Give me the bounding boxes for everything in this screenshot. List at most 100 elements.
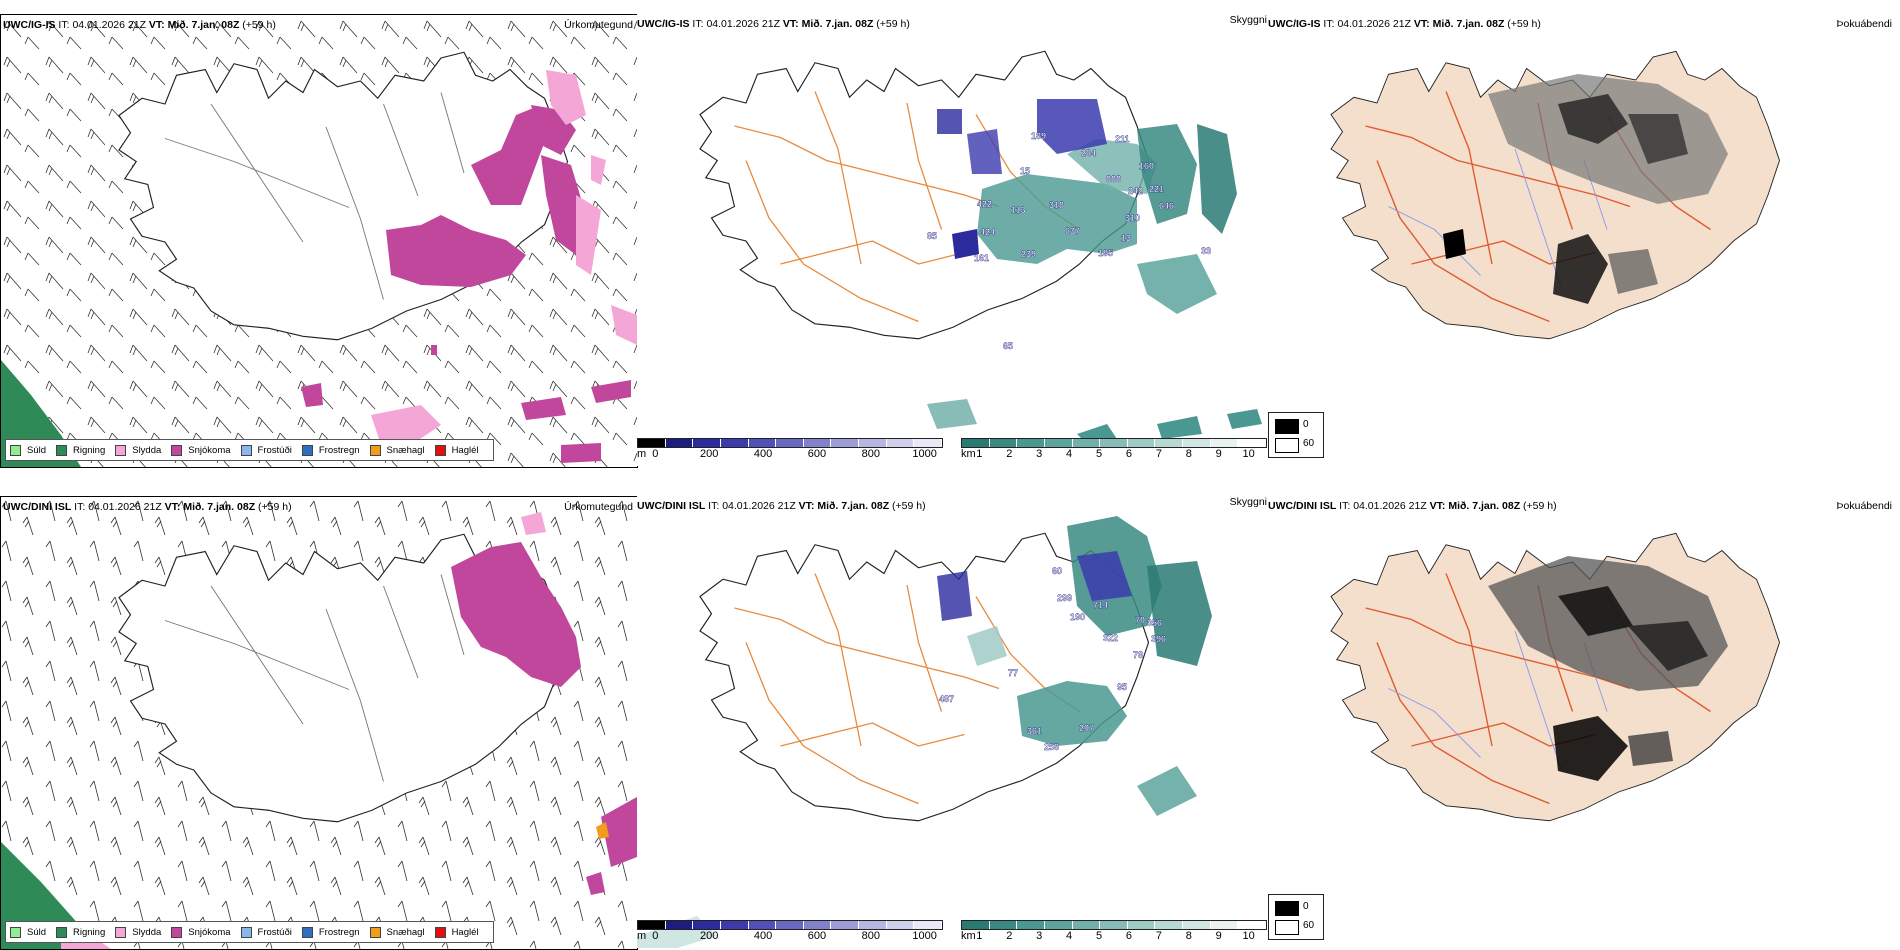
precip-legend-swatch bbox=[434, 444, 446, 456]
precip-legend-item: Frostregn bbox=[301, 926, 360, 938]
colorbar-segment bbox=[914, 439, 943, 447]
it-label: IT: bbox=[708, 500, 720, 512]
cloud-height-label: 714 bbox=[1093, 600, 1108, 610]
cloud-height-label: 161 bbox=[974, 253, 989, 263]
precip-legend-label: Frostúði bbox=[257, 926, 292, 938]
colorbar-tick: 1 bbox=[976, 930, 983, 942]
panel-type-title: Þokuábendi bbox=[1836, 500, 1892, 512]
colorbar-tick: 400 bbox=[753, 448, 773, 460]
panel-header: UWC/IG-IS IT: 04.01.2026 21Z VT: Mið. 7.… bbox=[1268, 18, 1541, 30]
model-name: UWC/DINI ISL bbox=[1268, 500, 1337, 512]
lead-time: (+59 h) bbox=[1507, 18, 1541, 30]
colorbar-segment bbox=[1210, 921, 1239, 929]
fog-label-low: 0 bbox=[1303, 901, 1309, 912]
precip-legend-label: Rigning bbox=[73, 444, 106, 456]
fog-swatch-low bbox=[1275, 901, 1299, 916]
colorbar-tick: 200 bbox=[700, 930, 719, 942]
cloud-base-panel-row1: 189 264 211 160 15 888 242 221 646 422 113 318 310 42… bbox=[637, 14, 1267, 466]
cloud-height-label: 221 bbox=[1149, 184, 1164, 194]
precip-legend-swatch bbox=[301, 444, 313, 456]
fog-map-row1 bbox=[1330, 50, 1781, 340]
cloud-height-label: 258 bbox=[1044, 742, 1059, 752]
colorbar-segment bbox=[1238, 439, 1267, 447]
colorbar-tick: 3 bbox=[1036, 930, 1043, 942]
precip-legend-row1: Súld Rigning Slydda Snjókoma Frostúði Frostre… bbox=[5, 439, 494, 461]
precip-legend-label: Frostregn bbox=[318, 926, 360, 938]
precip-legend-item: Snjókoma bbox=[171, 444, 231, 456]
precip-legend-label: Snæhagl bbox=[386, 926, 425, 938]
vis-bar bbox=[961, 920, 1267, 930]
precip-legend-label: Snjókoma bbox=[188, 444, 231, 456]
precip-legend-item: Haglél bbox=[434, 926, 479, 938]
precip-legend-label: Frostúði bbox=[257, 444, 292, 456]
cloud-height-label: 190 bbox=[1070, 612, 1085, 622]
precip-legend-swatch bbox=[115, 444, 127, 456]
colorbar-tick: 200 bbox=[700, 448, 719, 460]
precip-type-panel-row1: UWC/IG-IS IT: 04.01.2026 21Z VT: Mið. 7.… bbox=[0, 14, 638, 468]
precip-legend-swatch bbox=[301, 926, 313, 938]
vt-label: VT: bbox=[164, 501, 181, 513]
cloud-height-label: 207 bbox=[1079, 723, 1094, 733]
fog-swatch-low bbox=[1275, 419, 1299, 434]
colorbar-segment bbox=[1072, 921, 1101, 929]
colorbar-segment bbox=[638, 921, 666, 929]
precip-legend-item: Frostúði bbox=[240, 926, 292, 938]
colorbar-segment bbox=[1072, 439, 1101, 447]
colorbar-tick: 7 bbox=[1155, 930, 1162, 942]
precip-legend-label: Snæhagl bbox=[386, 444, 425, 456]
it-label: IT: bbox=[1323, 18, 1335, 30]
panel-type-title: Úrkomutegund bbox=[564, 19, 633, 31]
panel-type-title: Skyggni bbox=[1229, 496, 1267, 508]
panel-header: UWC/DINI ISL IT: 04.01.2026 21Z VT: Mið.… bbox=[3, 501, 292, 513]
precip-legend-swatch bbox=[240, 926, 252, 938]
colorbar-segment bbox=[859, 439, 887, 447]
precip-legend-swatch bbox=[10, 926, 21, 938]
cloud-height-label: 396 bbox=[1151, 634, 1166, 644]
cloud-height-label: 264 bbox=[1081, 148, 1096, 158]
vt-label: VT: bbox=[1413, 18, 1430, 30]
colorbar-segment bbox=[831, 439, 860, 447]
cloud-height-label: 424 bbox=[980, 227, 995, 237]
precip-type-panel-row2: UWC/DINI ISL IT: 04.01.2026 21Z VT: Mið.… bbox=[0, 496, 638, 950]
precip-legend-item: Rigning bbox=[56, 926, 105, 938]
it-label: IT: bbox=[74, 501, 86, 513]
colorbar-tick: 600 bbox=[807, 930, 827, 942]
precip-legend-swatch bbox=[171, 926, 183, 938]
colorbar-segment bbox=[886, 439, 915, 447]
colorbar-segment bbox=[1155, 921, 1184, 929]
cloud-height-label: 487 bbox=[939, 694, 954, 704]
fog-label-high: 60 bbox=[1303, 438, 1315, 449]
fog-legend-row1: 0 60 bbox=[1268, 412, 1324, 458]
cloud-height-label: 356 bbox=[1147, 618, 1162, 628]
vt-label: VT: bbox=[148, 19, 165, 31]
precip-legend-swatch bbox=[56, 444, 68, 456]
it-label: IT: bbox=[58, 19, 70, 31]
colorbar-segment bbox=[1044, 921, 1073, 929]
fog-index-area bbox=[1488, 74, 1728, 204]
colorbar-tick: 6 bbox=[1125, 448, 1133, 460]
vt-label: VT: bbox=[782, 18, 799, 30]
panel-type-title: Skyggni bbox=[1229, 14, 1267, 26]
it-value: 04.01.2026 21Z bbox=[1337, 18, 1411, 30]
cloud-height-label: 299 bbox=[1057, 593, 1072, 603]
vt-value: Mið. 7.jan. 08Z bbox=[183, 501, 256, 513]
fog-panel-row2: UWC/DINI ISL IT: 04.01.2026 21Z VT: Mið.… bbox=[1268, 496, 1898, 948]
colorbar-tick: 600 bbox=[807, 448, 827, 460]
model-name: UWC/IG-IS bbox=[1268, 18, 1321, 30]
colorbar-segment bbox=[665, 439, 694, 447]
colorbar-unit: km bbox=[961, 448, 976, 460]
colorbar-segment bbox=[748, 439, 777, 447]
colorbar-segment bbox=[1017, 439, 1045, 447]
colorbar-segment bbox=[720, 921, 749, 929]
fog-swatch-high bbox=[1275, 920, 1299, 935]
cloud-height-label: 60 bbox=[1052, 566, 1062, 576]
colorbar-segment bbox=[1210, 439, 1239, 447]
colorbar-segment bbox=[776, 921, 804, 929]
fog-panel-row1: UWC/IG-IS IT: 04.01.2026 21Z VT: Mið. 7.… bbox=[1268, 14, 1898, 466]
precip-legend-item: Snæhagl bbox=[369, 444, 425, 456]
visibility-colorbar: km 1 2 3 4 5 6 7 8 9 10 bbox=[961, 920, 1267, 944]
cloud-base-area bbox=[937, 571, 972, 621]
it-value: 04.01.2026 21Z bbox=[72, 19, 146, 31]
it-label: IT: bbox=[692, 18, 704, 30]
